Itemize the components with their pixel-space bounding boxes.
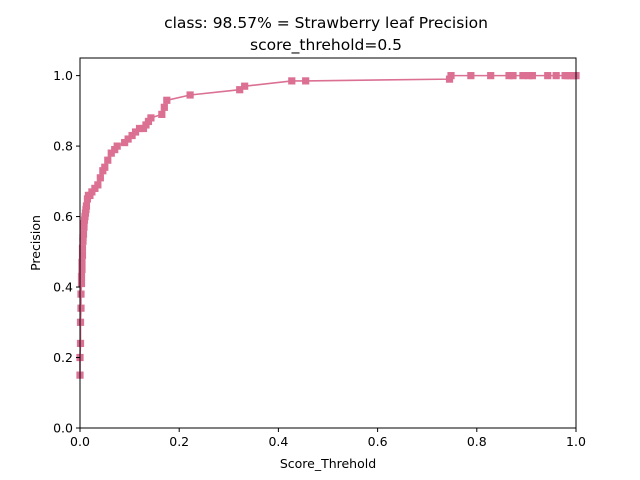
data-point-marker bbox=[509, 72, 517, 80]
data-point-marker bbox=[77, 272, 86, 281]
data-point-marker bbox=[131, 128, 140, 136]
data-point-marker bbox=[241, 82, 249, 90]
y-tick-label: 1.0 bbox=[53, 68, 73, 83]
y-axis-ticks: 0.0 0.2 0.4 0.6 0.8 1.0 bbox=[53, 68, 80, 436]
x-tick-label: 0.6 bbox=[368, 434, 388, 449]
data-point-marker bbox=[505, 72, 513, 80]
x-axis-label: Score_Threhold bbox=[280, 456, 376, 471]
data-point-marker bbox=[77, 290, 85, 298]
data-point-marker bbox=[519, 72, 527, 80]
x-tick-label: 0.8 bbox=[467, 434, 487, 449]
data-point-marker bbox=[447, 72, 455, 80]
data-point-marker bbox=[135, 124, 144, 133]
data-point-marker bbox=[94, 181, 102, 189]
y-tick-label: 0.6 bbox=[53, 209, 73, 224]
y-axis-label: Precision bbox=[28, 215, 43, 271]
data-point-marker bbox=[77, 304, 85, 312]
data-point-marker bbox=[82, 202, 91, 210]
data-point-marker bbox=[113, 142, 121, 150]
data-point-marker bbox=[467, 72, 475, 80]
y-tick-label: 0.4 bbox=[53, 280, 73, 295]
data-point-marker bbox=[302, 77, 310, 85]
data-point-marker bbox=[147, 114, 155, 122]
data-point-marker bbox=[77, 279, 86, 288]
data-point-marker bbox=[288, 77, 296, 85]
x-tick-label: 0.4 bbox=[268, 434, 288, 449]
data-point-marker bbox=[160, 103, 168, 111]
data-point-marker bbox=[124, 135, 132, 143]
x-axis-ticks: 0.0 0.2 0.4 0.6 0.8 1.0 bbox=[70, 428, 586, 449]
x-tick-label: 0.2 bbox=[169, 434, 189, 449]
plot-area bbox=[76, 72, 580, 379]
data-point-marker bbox=[101, 163, 109, 171]
data-point-marker bbox=[104, 156, 112, 164]
data-point-marker bbox=[236, 86, 244, 94]
x-tick-label: 1.0 bbox=[566, 434, 586, 449]
data-point-marker bbox=[79, 230, 88, 238]
y-tick-label: 0.2 bbox=[53, 350, 73, 365]
data-point-marker bbox=[163, 96, 171, 104]
chart-title-line1: class: 98.57% = Strawberry leaf Precisio… bbox=[164, 14, 488, 32]
data-point-marker bbox=[96, 174, 104, 182]
data-point-marker bbox=[78, 244, 87, 252]
x-tick-label: 0.0 bbox=[70, 434, 90, 449]
y-tick-label: 0.8 bbox=[53, 139, 73, 154]
chart-title-line2: score_threhold=0.5 bbox=[250, 36, 402, 55]
data-point-marker bbox=[78, 251, 87, 259]
data-point-marker bbox=[552, 72, 560, 80]
data-point-marker bbox=[487, 72, 495, 80]
data-point-marker bbox=[544, 72, 552, 80]
data-point-marker bbox=[78, 265, 86, 274]
data-point-marker bbox=[158, 110, 166, 118]
data-point-marker bbox=[186, 91, 194, 99]
y-tick-label: 0.0 bbox=[53, 421, 73, 436]
data-point-marker bbox=[78, 258, 86, 266]
data-point-marker bbox=[528, 72, 536, 80]
axes-frame bbox=[79, 57, 577, 429]
